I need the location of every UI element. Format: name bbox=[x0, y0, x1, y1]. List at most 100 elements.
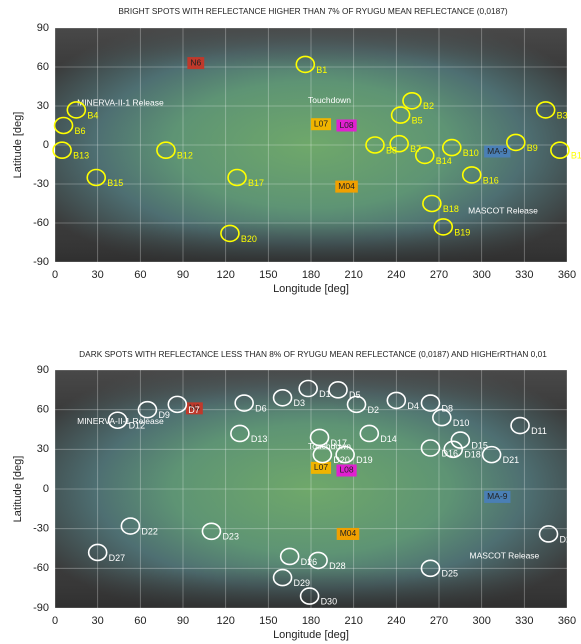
annotation-text: L07 bbox=[314, 118, 328, 128]
x-tick-label: 150 bbox=[259, 269, 277, 281]
map-annotation: MA-9 bbox=[484, 146, 510, 158]
y-tick-label: 0 bbox=[43, 139, 49, 151]
y-tick-label: -60 bbox=[33, 217, 49, 229]
annotation-text: N6 bbox=[190, 57, 201, 67]
x-tick-label: 270 bbox=[430, 269, 448, 281]
spot-label: D28 bbox=[329, 561, 346, 571]
spot-label: D23 bbox=[222, 532, 239, 542]
spot-label: D24 bbox=[560, 534, 577, 544]
x-tick-label: 240 bbox=[387, 269, 405, 281]
annotation-text: L07 bbox=[314, 462, 328, 472]
x-tick-label: 120 bbox=[216, 269, 234, 281]
spot-label: B11 bbox=[571, 151, 581, 161]
spot-label: B20 bbox=[241, 234, 257, 244]
spot-label: B13 bbox=[73, 151, 89, 161]
annotation-text: Touchdown bbox=[308, 95, 351, 105]
spot-label: D5 bbox=[349, 390, 361, 400]
x-tick-label: 360 bbox=[558, 615, 576, 627]
map-annotation: L07 bbox=[311, 462, 331, 474]
chart-title: DARK SPOTS WITH REFLECTANCE LESS THAN 8%… bbox=[79, 349, 547, 359]
spot-label: D11 bbox=[531, 426, 547, 436]
x-tick-label: 270 bbox=[430, 615, 448, 627]
spot-label: B19 bbox=[454, 227, 470, 237]
spot-label: B15 bbox=[107, 178, 123, 188]
x-tick-label: 0 bbox=[52, 615, 58, 627]
x-tick-label: 300 bbox=[472, 269, 490, 281]
x-tick-label: 0 bbox=[52, 269, 58, 281]
spot-label: D18 bbox=[464, 450, 481, 460]
map-annotation: MASCOT Release bbox=[470, 551, 540, 561]
x-axis-label: Longitude [deg] bbox=[273, 629, 349, 641]
spot-label: B1 bbox=[316, 65, 327, 75]
spot-label: B18 bbox=[443, 204, 459, 214]
x-tick-label: 240 bbox=[387, 615, 405, 627]
spot-label: D27 bbox=[109, 553, 126, 563]
map-annotation: MA-9 bbox=[484, 491, 510, 503]
annotation-text: MINERVA-II-1 Release bbox=[77, 98, 164, 108]
spot-label: B16 bbox=[483, 175, 499, 185]
y-tick-label: -90 bbox=[33, 602, 49, 614]
spot-label: D3 bbox=[294, 398, 306, 408]
y-tick-label: -60 bbox=[33, 562, 49, 574]
y-tick-label: 30 bbox=[37, 443, 49, 455]
spot-label: D6 bbox=[255, 403, 267, 413]
spot-label: B4 bbox=[87, 110, 98, 120]
spot-label: D21 bbox=[503, 455, 520, 465]
annotation-text: M04 bbox=[338, 181, 355, 191]
x-tick-label: 300 bbox=[472, 615, 490, 627]
y-tick-label: 30 bbox=[37, 100, 49, 112]
y-tick-label: 60 bbox=[37, 404, 49, 416]
annotation-text: L08 bbox=[339, 465, 353, 475]
spot-label: B9 bbox=[527, 143, 538, 153]
figure: BRIGHT SPOTS WITH REFLECTANCE HIGHER THA… bbox=[0, 0, 581, 644]
chart-title: BRIGHT SPOTS WITH REFLECTANCE HIGHER THA… bbox=[118, 6, 507, 16]
spot-label: D14 bbox=[380, 434, 397, 444]
y-tick-label: 90 bbox=[37, 364, 49, 376]
spot-label: D13 bbox=[251, 434, 268, 444]
y-tick-label: 0 bbox=[43, 483, 49, 495]
map-annotation: MINERVA-II-1 Release bbox=[77, 98, 164, 108]
spot-label: D2 bbox=[368, 405, 380, 415]
map-annotation: L07 bbox=[311, 118, 331, 130]
x-tick-label: 30 bbox=[92, 615, 104, 627]
annotation-text: L08 bbox=[339, 120, 353, 130]
y-axis-label: Latitude [deg] bbox=[12, 112, 24, 179]
x-tick-label: 30 bbox=[92, 269, 104, 281]
x-tick-label: 210 bbox=[344, 269, 362, 281]
annotation-text: MASCOT Release bbox=[470, 551, 540, 561]
spot-label: D10 bbox=[453, 418, 470, 428]
spot-label: B2 bbox=[423, 101, 434, 111]
x-axis-label: Longitude [deg] bbox=[273, 283, 349, 295]
annotation-text: MA-9 bbox=[487, 491, 508, 501]
x-tick-label: 120 bbox=[216, 615, 234, 627]
spot-label: D25 bbox=[441, 569, 458, 579]
x-tick-label: 150 bbox=[259, 615, 277, 627]
spot-label: D29 bbox=[294, 578, 311, 588]
x-tick-label: 90 bbox=[177, 269, 189, 281]
y-tick-label: 60 bbox=[37, 61, 49, 73]
x-tick-label: 210 bbox=[344, 615, 362, 627]
y-tick-label: 90 bbox=[37, 22, 49, 34]
spot-label: B12 bbox=[177, 151, 193, 161]
x-tick-label: 330 bbox=[515, 615, 533, 627]
spot-label: D19 bbox=[356, 455, 373, 465]
spot-label: B17 bbox=[248, 178, 264, 188]
annotation-text: MA-9 bbox=[487, 146, 508, 156]
x-tick-label: 60 bbox=[134, 269, 146, 281]
annotation-text: MASCOT Release bbox=[468, 206, 538, 216]
y-tick-label: -30 bbox=[33, 178, 49, 190]
spot-label: D4 bbox=[407, 401, 419, 411]
spot-label: B6 bbox=[75, 126, 86, 136]
map-annotation: MASCOT Release bbox=[468, 206, 538, 216]
map-annotation: N6 bbox=[187, 57, 204, 69]
spot-label: B10 bbox=[463, 148, 479, 158]
spot-label: B5 bbox=[412, 115, 423, 125]
y-tick-label: -30 bbox=[33, 523, 49, 535]
x-tick-label: 330 bbox=[515, 269, 533, 281]
spot-label: D7 bbox=[188, 405, 200, 415]
spot-label: D20 bbox=[333, 455, 350, 465]
spot-label: D30 bbox=[321, 596, 338, 606]
spot-label: D9 bbox=[158, 410, 170, 420]
x-tick-label: 180 bbox=[302, 615, 320, 627]
y-axis-label: Latitude [deg] bbox=[12, 456, 24, 523]
